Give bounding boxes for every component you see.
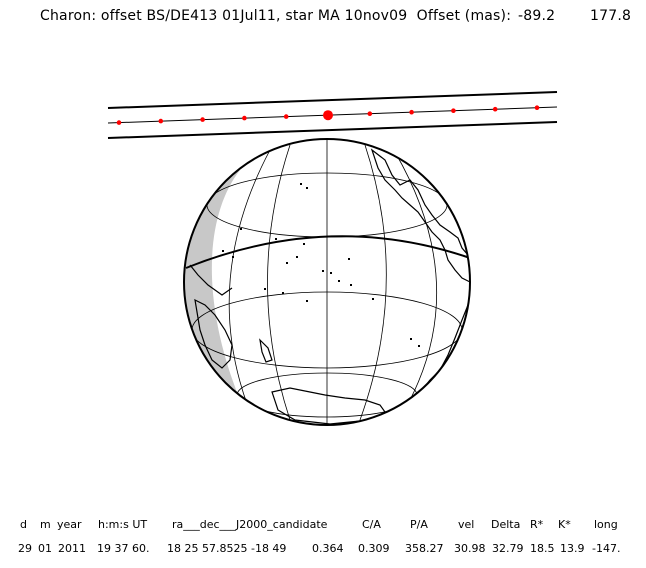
path-north-limit bbox=[107, 91, 558, 109]
island bbox=[418, 345, 420, 347]
table-value-cell: 29 bbox=[18, 542, 32, 555]
track-points bbox=[116, 105, 540, 125]
island bbox=[240, 228, 242, 230]
coastline bbox=[189, 264, 233, 296]
track-point bbox=[283, 114, 289, 119]
island bbox=[372, 298, 374, 300]
path-south-limit bbox=[107, 121, 558, 139]
island bbox=[286, 262, 288, 264]
track-point bbox=[451, 108, 456, 113]
island bbox=[232, 256, 234, 258]
table-header-cell: C/A bbox=[362, 518, 381, 531]
table-header-cell: Delta bbox=[491, 518, 521, 531]
track-point bbox=[200, 117, 205, 122]
island bbox=[275, 238, 277, 240]
track-point bbox=[116, 120, 122, 125]
island bbox=[300, 183, 302, 185]
pacific-islands bbox=[222, 183, 420, 347]
island bbox=[264, 288, 266, 290]
track-point bbox=[242, 115, 247, 121]
table-header-cell: long bbox=[594, 518, 618, 531]
table-value-cell: 01 bbox=[38, 542, 52, 555]
table-header-cell: h:m:s UT bbox=[98, 518, 148, 531]
meridian-line bbox=[267, 144, 291, 421]
table-header-cell: m bbox=[40, 518, 51, 531]
table-value-cell: 2011 bbox=[58, 542, 86, 555]
track-point bbox=[492, 106, 498, 112]
table-header-cell: K* bbox=[558, 518, 571, 531]
track-point bbox=[534, 105, 540, 110]
table-header-cell: ra___dec___J2000_candidate bbox=[172, 518, 328, 531]
island bbox=[348, 258, 350, 260]
meridian-line bbox=[359, 144, 387, 421]
equator-line bbox=[185, 235, 470, 269]
table-value-cell: -147. bbox=[592, 542, 621, 555]
table-header-cell: R* bbox=[530, 518, 544, 531]
coastline bbox=[194, 298, 233, 369]
track-point-central bbox=[323, 110, 333, 121]
table-value-cell: 0.309 bbox=[358, 542, 390, 555]
title-text: Charon: offset BS/DE413 01Jul11, star MA… bbox=[40, 8, 512, 24]
table-value-cell: 13.9 bbox=[560, 542, 585, 555]
meridian-line bbox=[394, 151, 437, 401]
earth-globe bbox=[183, 138, 471, 426]
table-value-cell: 19 37 60. bbox=[97, 542, 150, 555]
offset-dec-value: 177.8 bbox=[590, 8, 632, 24]
table-value-cell: 30.98 bbox=[454, 542, 486, 555]
table-value-cell: 32.79 bbox=[492, 542, 524, 555]
table-value-cell: 358.27 bbox=[405, 542, 444, 555]
island bbox=[410, 338, 412, 340]
island bbox=[282, 292, 284, 294]
shadow-path-band bbox=[107, 91, 558, 139]
island bbox=[222, 250, 224, 252]
island bbox=[306, 187, 308, 189]
coastline bbox=[259, 338, 273, 363]
table-value-cell: 18 25 57.8525 -18 49 bbox=[167, 542, 287, 555]
island bbox=[350, 284, 352, 286]
island bbox=[330, 272, 332, 274]
track-point bbox=[367, 111, 373, 116]
offset-ra-value: -89.2 bbox=[518, 8, 556, 24]
island bbox=[303, 243, 305, 245]
track-point bbox=[409, 109, 414, 115]
table-header-cell: d bbox=[20, 518, 27, 531]
track-point bbox=[158, 118, 164, 124]
meridian-line bbox=[228, 149, 271, 413]
plot-title: Charon: offset BS/DE413 01Jul11, star MA… bbox=[0, 8, 646, 32]
island bbox=[338, 280, 340, 282]
island bbox=[296, 256, 298, 258]
island bbox=[306, 300, 308, 302]
table-header-cell: P/A bbox=[410, 518, 428, 531]
coastline bbox=[370, 148, 470, 283]
table-header-cell: year bbox=[57, 518, 82, 531]
table-header-cell: vel bbox=[458, 518, 475, 531]
island bbox=[322, 270, 324, 272]
table-value-cell: 18.5 bbox=[530, 542, 555, 555]
coastline bbox=[271, 387, 386, 425]
table-value-cell: 0.364 bbox=[312, 542, 344, 555]
